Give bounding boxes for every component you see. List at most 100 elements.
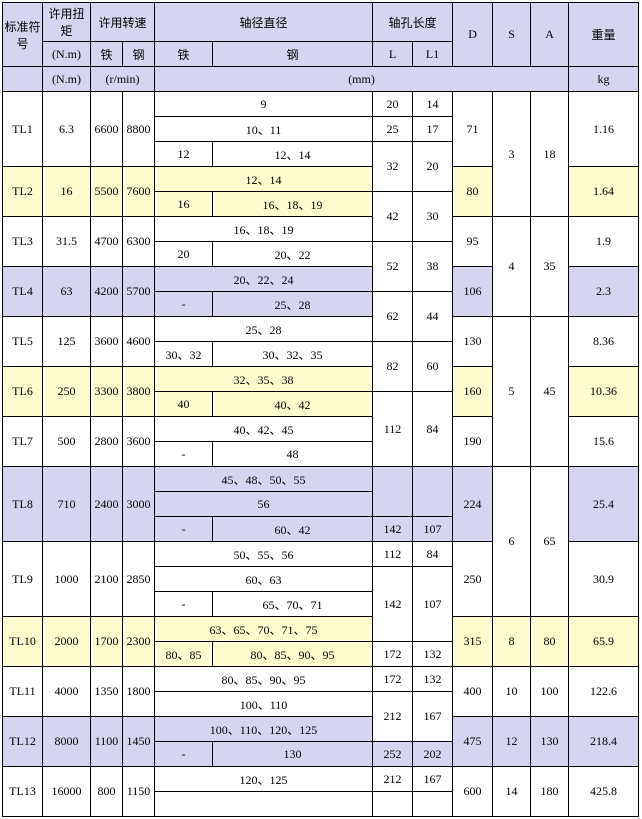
tl11-d1: 80、85、90、95	[155, 667, 373, 692]
tl8-blankL	[373, 467, 413, 517]
header-row-1: 标准符号 许用扭矩 许用转速 轴径直径 轴孔长度 D S A 重量	[3, 3, 639, 42]
sa-a2: 35	[531, 217, 569, 317]
tl3-L2a: 52	[373, 242, 413, 292]
tl1-nm: 6.3	[43, 92, 91, 167]
tl2-wt: 1.64	[569, 167, 639, 217]
row-tl8-1: TL8 710 2400 3000 45、48、50、55 224 6 65 2…	[3, 467, 639, 492]
tl1-L1b: 14	[413, 92, 453, 117]
tl12-st: 1450	[123, 717, 155, 767]
tl3-st: 6300	[123, 217, 155, 267]
tl12-d1: 100、110、120、125	[155, 717, 373, 742]
tl9-d2: 60、63	[155, 567, 373, 592]
unit-nm-text: (N.m)	[52, 72, 81, 86]
hdr-torque: 许用扭矩	[43, 3, 91, 42]
tl2-st: 7600	[123, 167, 155, 217]
tl2-L2a: 42	[373, 192, 413, 242]
tl4-wt: 2.3	[569, 267, 639, 317]
tl11-D: 400	[453, 667, 493, 717]
tl13-blank	[155, 792, 373, 817]
tl5-D: 130	[453, 317, 493, 367]
tl8-d1: 45、48、50、55	[155, 467, 373, 492]
tl3-id: TL3	[3, 217, 43, 267]
sa-s1: 3	[493, 92, 531, 217]
tl3-D: 95	[453, 217, 493, 267]
tl13-L1a: 212	[373, 767, 413, 792]
tl7-id: TL7	[3, 417, 43, 467]
tl2-d1: 12、14	[155, 167, 373, 192]
tl10-dfe2: 80、85	[155, 642, 213, 667]
tl2-dfe2: 16	[155, 192, 213, 217]
tl13-L1b: 167	[413, 767, 453, 792]
tl8-dst3: 60、42	[213, 517, 373, 542]
tl5-nm: 125	[43, 317, 91, 367]
tl8-fe: 2400	[91, 467, 123, 542]
tl1-D: 71	[453, 92, 493, 167]
tl9-id: TL9	[3, 542, 43, 617]
sa-a4: 65	[531, 467, 569, 617]
tl12-L2a: 252	[373, 742, 413, 767]
tl9-L1b: 84	[413, 542, 453, 567]
tl12-id: TL12	[3, 717, 43, 767]
unit-mm: (mm)	[155, 67, 569, 92]
tl8-st: 3000	[123, 467, 155, 542]
tl6-st: 3800	[123, 367, 155, 417]
sa-s4: 6	[493, 467, 531, 617]
tl9-fe: 2100	[91, 542, 123, 617]
tl7-L2b: 84	[413, 392, 453, 467]
row-tl10-1: TL10 2000 1700 2300 63、65、70、71、75 315 8…	[3, 617, 639, 642]
tl10-L2a: 172	[373, 642, 413, 667]
tl4-nm: 63	[43, 267, 91, 317]
tl5-L2b: 60	[413, 342, 453, 392]
tl12-wt: 218.4	[569, 717, 639, 767]
tl2-D: 80	[453, 167, 493, 217]
sa-s6: 10	[493, 667, 531, 717]
tl12-fe: 1100	[91, 717, 123, 767]
tl6-wt: 10.36	[569, 367, 639, 417]
sa-a5: 80	[531, 617, 569, 667]
row-tl12-1: TL12 8000 1100 1450 100、110、120、125 475 …	[3, 717, 639, 742]
tl3-dfe2: 20	[155, 242, 213, 267]
tl7-dst2: 48	[213, 442, 373, 467]
tl2-dst2: 16、18、19	[213, 192, 373, 217]
tl3-dst2: 20、22	[213, 242, 373, 267]
hdr-shaftdia: 轴径直径	[155, 3, 373, 42]
row-tl11-1: TL11 4000 1350 1800 80、85、90、95 172 132 …	[3, 667, 639, 692]
tl3-L2b: 38	[413, 242, 453, 292]
tl10-dst2: 80、85、90、95	[213, 642, 373, 667]
tl5-id: TL5	[3, 317, 43, 367]
tl12-D: 475	[453, 717, 493, 767]
sa-a3: 45	[531, 317, 569, 467]
hdr-d: D	[453, 3, 493, 67]
tl2-L2b: 30	[413, 192, 453, 242]
tl10-nm: 2000	[43, 617, 91, 667]
tl10-d1: 63、65、70、71、75	[155, 617, 373, 642]
tl1-id: TL1	[3, 92, 43, 167]
hdr-l: L	[373, 42, 413, 67]
tl5-L2a: 82	[373, 342, 413, 392]
tl9-wt: 30.9	[569, 542, 639, 617]
tl1-L2a: 25	[373, 117, 413, 142]
sa-s7: 12	[493, 717, 531, 767]
tl13-d1: 120、125	[155, 767, 373, 792]
sa-a1: 18	[531, 92, 569, 217]
tl11-L2a: 212	[373, 692, 413, 742]
hdr-dst: 钢	[213, 42, 373, 67]
hdr-fe: 铁	[91, 42, 123, 67]
sa-a6: 100	[531, 667, 569, 717]
tl11-L2b: 167	[413, 692, 453, 742]
tl9-st: 2850	[123, 542, 155, 617]
tl12-L2b: 202	[413, 742, 453, 767]
tl5-dfe2: 30、32	[155, 342, 213, 367]
tl1-L3b: 20	[413, 142, 453, 192]
tl9-L3a: 142	[373, 567, 413, 642]
row-tl5-1: TL5 125 3600 4600 25、28 130 5 45 8.36	[3, 317, 639, 342]
tl8-dfe3: -	[155, 517, 213, 542]
tl10-wt: 65.9	[569, 617, 639, 667]
tl11-L1b: 132	[413, 667, 453, 692]
tl1-dst3: 12、14	[213, 142, 373, 167]
tl8-blankL1	[413, 467, 453, 517]
tl5-wt: 8.36	[569, 317, 639, 367]
hdr-s: S	[493, 3, 531, 67]
tl1-st: 8800	[123, 92, 155, 167]
tl9-L3b: 107	[413, 567, 453, 642]
